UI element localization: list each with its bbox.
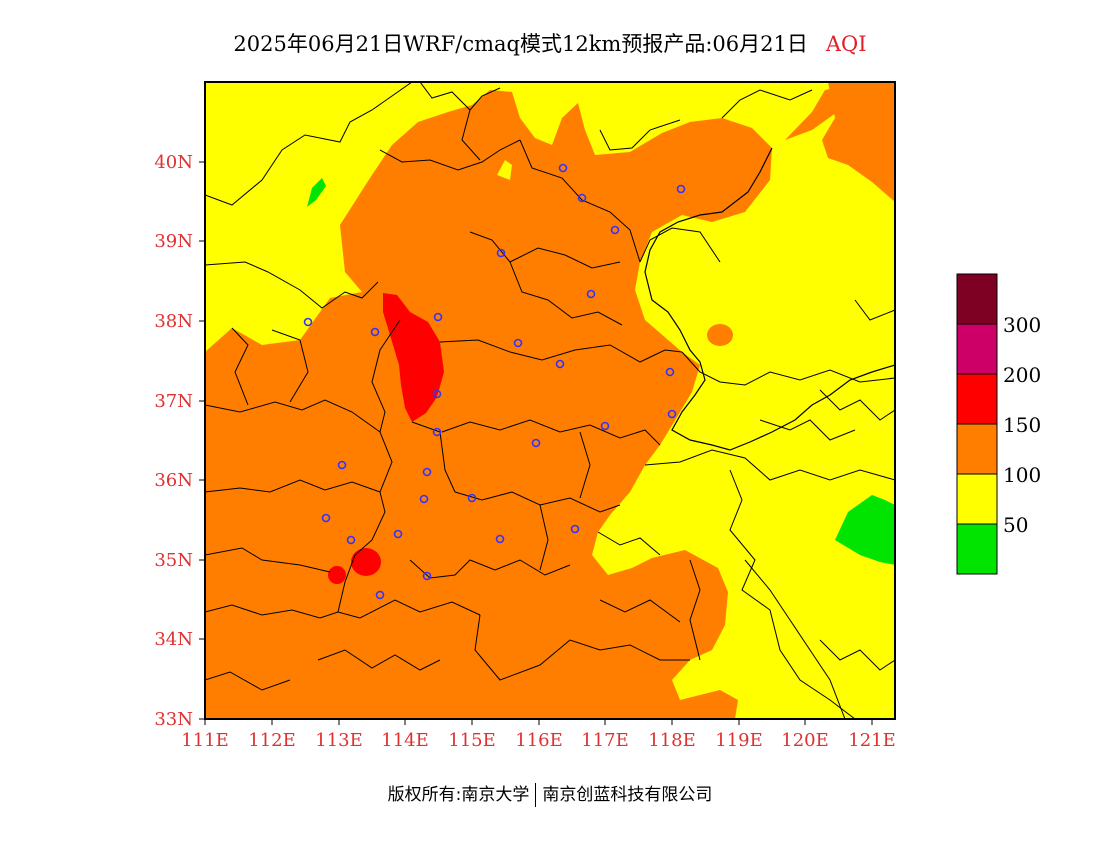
city-markers	[303, 163, 686, 600]
map-area	[205, 82, 895, 719]
lat-label: 38N	[154, 311, 193, 332]
map-title: 2025年06月21日WRF/cmaq模式12km预报产品:06月21日 AQI	[0, 28, 1100, 58]
footer-separator	[535, 783, 537, 807]
lon-label: 114E	[381, 730, 429, 751]
aqi-zone-usg-coastal	[707, 324, 733, 346]
lon-label: 116E	[515, 730, 563, 751]
city-marker	[513, 338, 523, 348]
lon-label: 111E	[181, 730, 229, 751]
city-marker	[370, 327, 380, 337]
lon-label: 112E	[248, 730, 296, 751]
city-marker	[676, 184, 686, 194]
footer-copyright: 版权所有:南京大学	[387, 785, 530, 805]
legend-swatch-very-unhealthy	[956, 323, 998, 375]
title-main: 2025年06月21日WRF/cmaq模式12km预报产品:06月21日	[233, 32, 808, 56]
city-marker	[586, 289, 596, 299]
aqi-zone-usg-main	[205, 90, 772, 719]
legend-swatch-usg	[956, 423, 998, 475]
city-marker	[432, 427, 442, 437]
city-marker	[422, 467, 432, 477]
city-marker	[531, 438, 541, 448]
legend-label: 150	[1003, 413, 1041, 437]
city-marker	[600, 421, 610, 431]
city-marker	[433, 312, 443, 322]
city-marker	[610, 225, 620, 235]
legend-label: 50	[1003, 513, 1028, 537]
aqi-zone-good-2	[835, 495, 895, 565]
lat-labels: 40N 39N 38N 37N 36N 35N 34N 33N	[154, 152, 193, 730]
aqi-zone-good-1	[307, 178, 326, 207]
city-marker	[667, 409, 677, 419]
aqi-zone-unhealthy-3	[328, 566, 346, 584]
lat-label: 39N	[154, 231, 193, 252]
city-marker	[422, 571, 432, 581]
city-marker	[467, 493, 477, 503]
aqi-zone-unhealthy-1	[383, 293, 444, 422]
city-marker	[496, 248, 506, 258]
coastline	[644, 147, 895, 451]
lat-label: 37N	[154, 391, 193, 412]
footer-credits: 版权所有:南京大学 南京创蓝科技有限公司	[0, 780, 1100, 807]
lat-label: 34N	[154, 629, 193, 650]
lat-label: 40N	[154, 152, 193, 173]
footer-company: 南京创蓝科技有限公司	[542, 785, 713, 805]
lon-label: 118E	[648, 730, 696, 751]
city-marker	[495, 534, 505, 544]
city-marker	[337, 460, 347, 470]
coastline-south	[744, 559, 846, 719]
city-marker	[570, 524, 580, 534]
lon-label: 117E	[581, 730, 629, 751]
lat-label: 35N	[154, 550, 193, 571]
province-boundaries	[205, 82, 895, 719]
city-marker	[558, 163, 568, 173]
city-marker	[665, 367, 675, 377]
aqi-zone-unhealthy-2	[351, 548, 381, 576]
city-marker	[577, 193, 587, 203]
legend-swatch-hazardous	[956, 273, 998, 325]
legend-swatch-good	[956, 523, 998, 575]
legend-label: 100	[1003, 463, 1041, 487]
city-marker	[555, 359, 565, 369]
city-marker	[346, 535, 356, 545]
lon-label: 115E	[448, 730, 496, 751]
aqi-zone-usg-northeast	[822, 82, 895, 202]
aqi-zone-moderate-island	[497, 160, 512, 180]
title-variable: AQI	[825, 32, 867, 56]
lon-label: 119E	[715, 730, 763, 751]
city-marker	[375, 590, 385, 600]
legend-label: 300	[1003, 313, 1041, 337]
city-marker	[303, 317, 313, 327]
lat-tick-marks	[199, 161, 205, 720]
city-marker	[321, 513, 331, 523]
lon-label: 113E	[315, 730, 363, 751]
legend-swatch-unhealthy	[956, 373, 998, 425]
lat-label: 36N	[154, 470, 193, 491]
city-marker	[432, 389, 442, 399]
lon-label: 121E	[848, 730, 896, 751]
city-marker	[419, 494, 429, 504]
city-marker	[393, 529, 403, 539]
lon-labels: 111E 112E 113E 114E 115E 116E 117E 118E …	[181, 730, 896, 751]
lat-label: 33N	[154, 709, 193, 730]
aqi-zone-usg-north	[785, 85, 848, 140]
legend-swatch-moderate	[956, 473, 998, 525]
lon-tick-marks	[204, 719, 873, 725]
aqi-legend: 300 200 150 100 50	[956, 273, 1041, 575]
lon-label: 120E	[781, 730, 829, 751]
legend-label: 200	[1003, 363, 1041, 387]
